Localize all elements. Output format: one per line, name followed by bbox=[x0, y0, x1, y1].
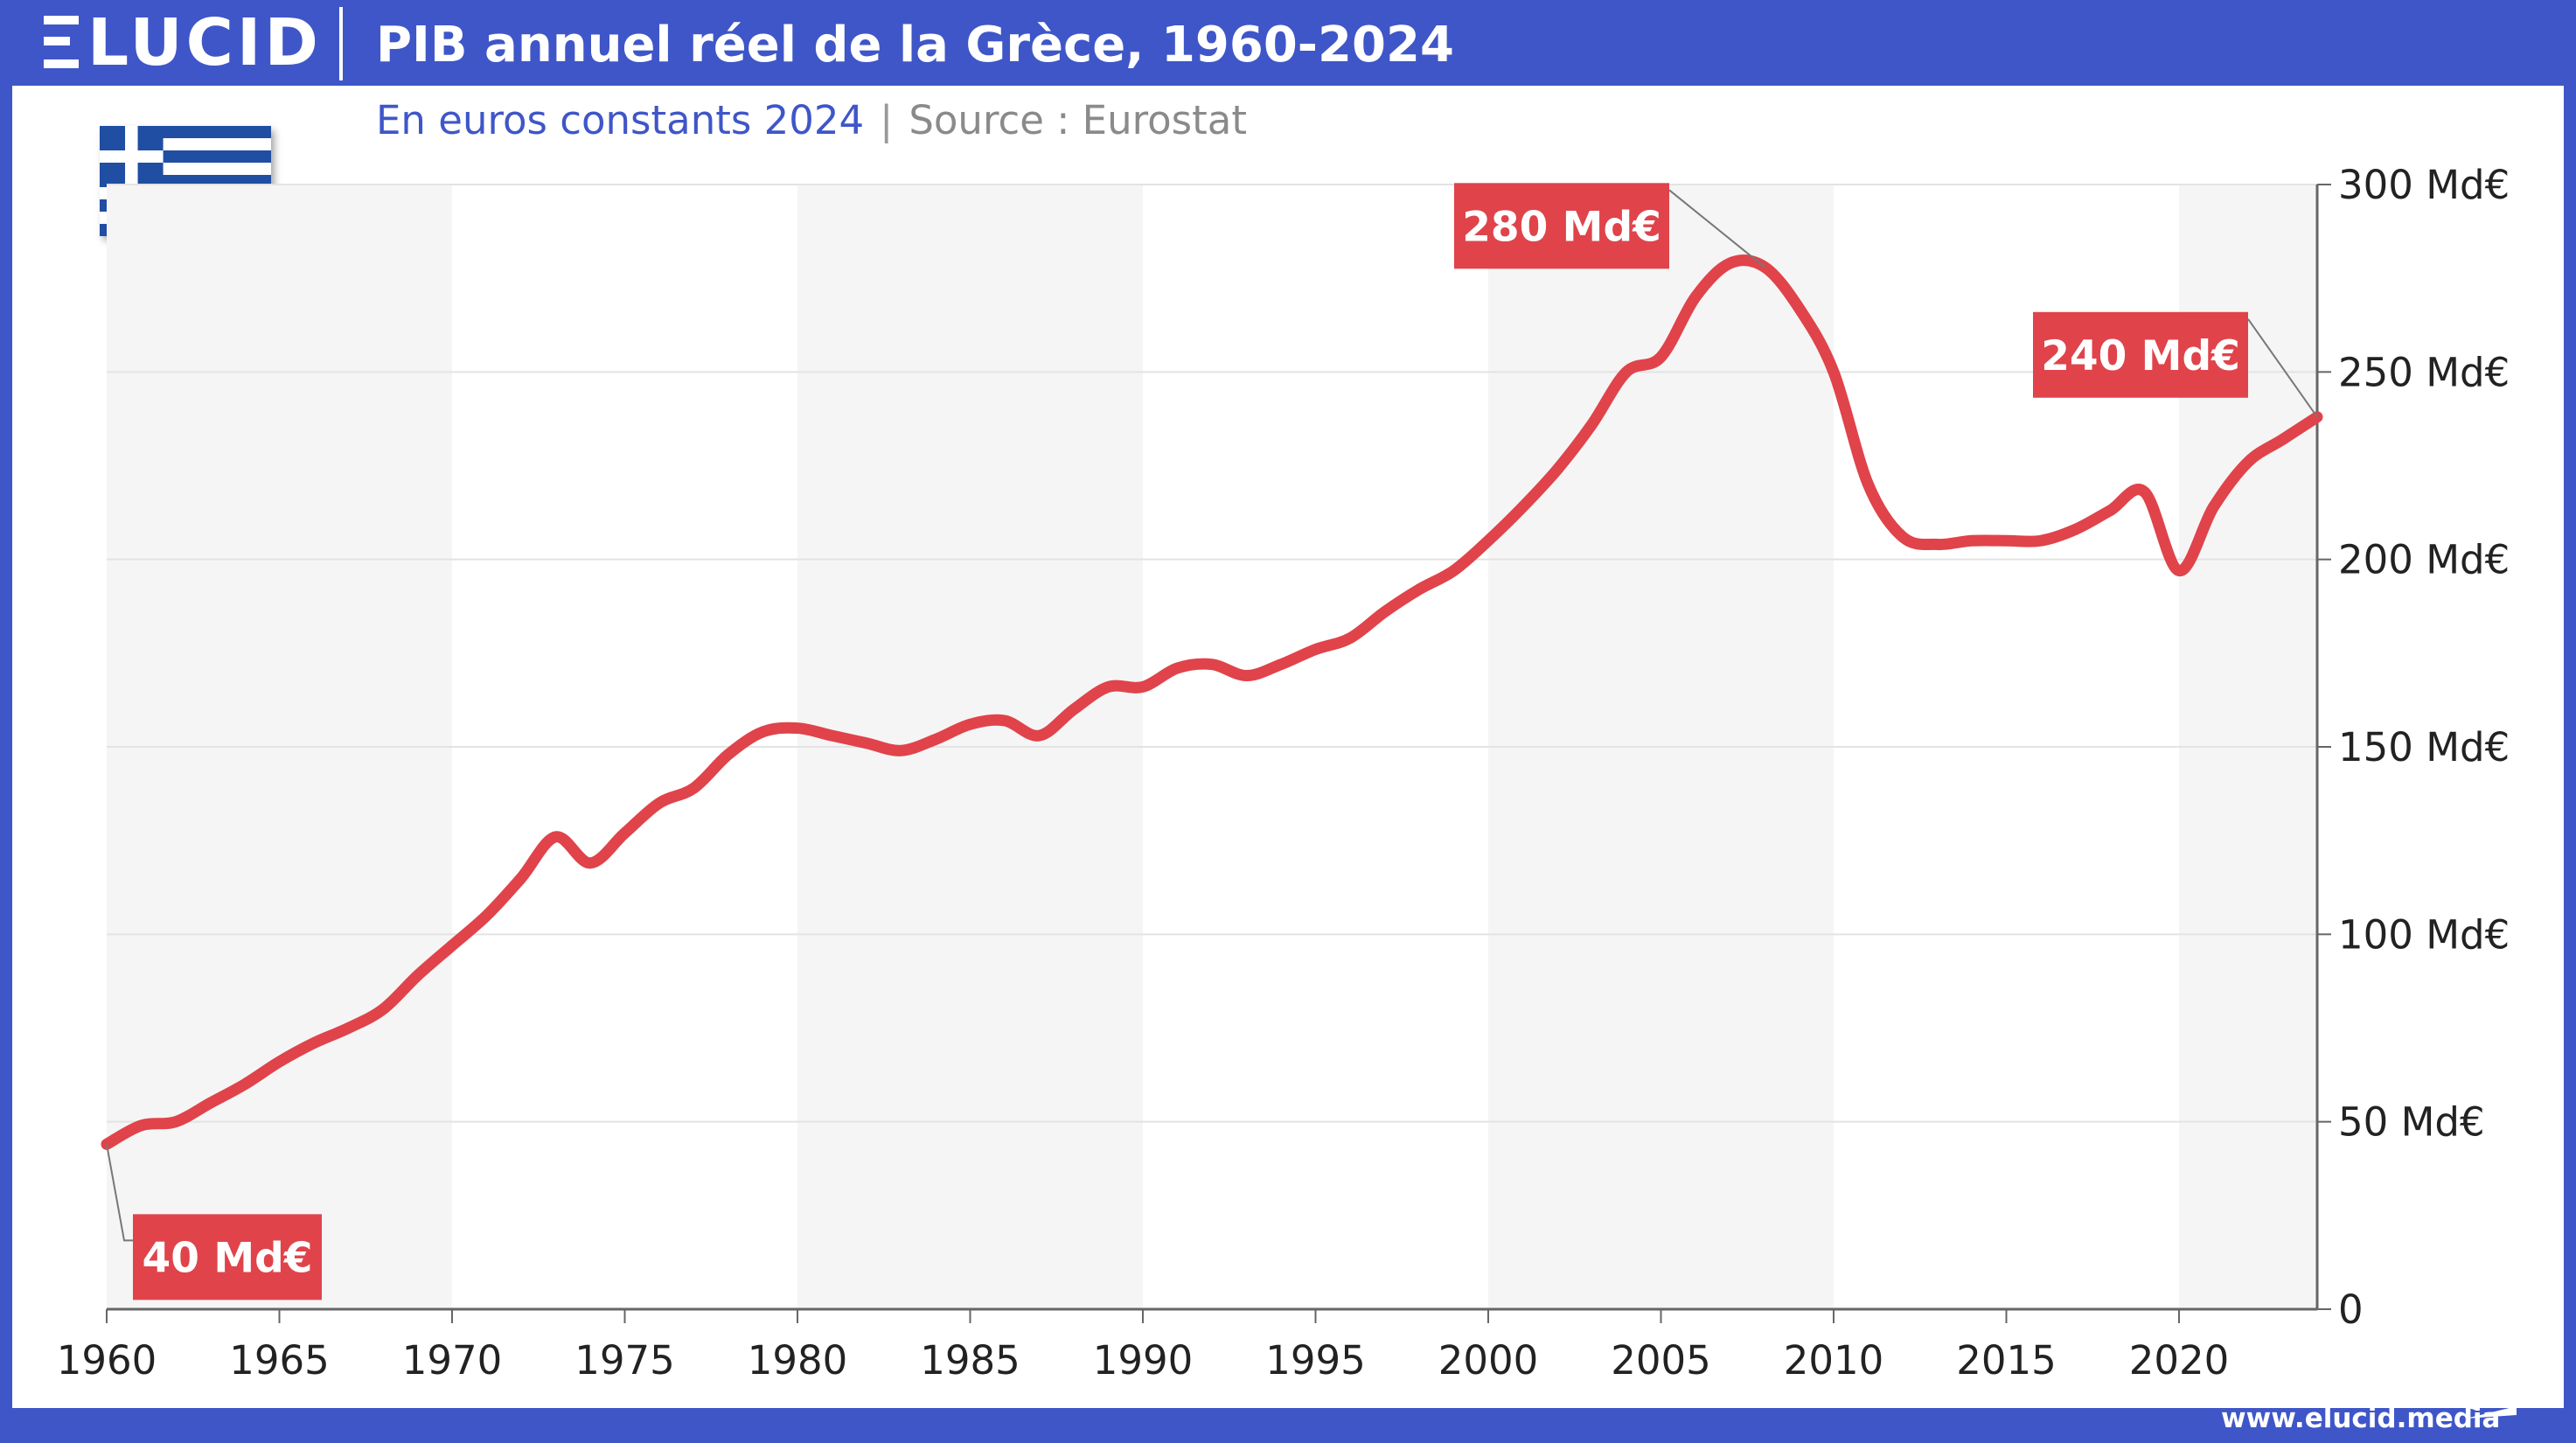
y-tick-label: 250 Md€ bbox=[2338, 349, 2510, 395]
x-tick-label: 1995 bbox=[1265, 1337, 1366, 1384]
callout-box bbox=[1454, 183, 1669, 269]
x-tick-label: 1985 bbox=[920, 1337, 1020, 1384]
x-tick-label: 1980 bbox=[748, 1337, 848, 1384]
callout-box bbox=[2033, 311, 2248, 398]
callout-label: 240 Md€ bbox=[2041, 332, 2240, 380]
chart-title: PIB annuel réel de la Grèce, 1960-2024 bbox=[376, 17, 1454, 73]
callout-label: 280 Md€ bbox=[1462, 203, 1661, 251]
gdp-series-line bbox=[101, 254, 2323, 1150]
x-tick-label: 1965 bbox=[229, 1337, 330, 1384]
x-tick-label: 2020 bbox=[2129, 1337, 2230, 1384]
x-tick-label: 2000 bbox=[1438, 1337, 1539, 1384]
callout-leader bbox=[106, 1144, 133, 1242]
header-divider bbox=[339, 7, 343, 80]
value-callout: 40 Md€ bbox=[106, 1144, 322, 1300]
header: LUCID PIB annuel réel de la Grèce, 1960-… bbox=[0, 0, 2576, 86]
value-callout: 280 Md€ bbox=[1454, 183, 1765, 269]
y-tick-label: 200 Md€ bbox=[2338, 537, 2510, 583]
subtitle-source: Source : Eurostat bbox=[909, 97, 1247, 143]
x-tick-label: 1970 bbox=[402, 1337, 503, 1384]
y-tick-label: 100 Md€ bbox=[2338, 911, 2510, 958]
x-tick-label: 2010 bbox=[1784, 1337, 1884, 1384]
callout-box bbox=[133, 1214, 322, 1300]
y-tick-label: 300 Md€ bbox=[2338, 162, 2510, 208]
callout-label: 40 Md€ bbox=[143, 1234, 313, 1282]
chart-subtitle: En euros constants 2024 | Source : Eurosta… bbox=[376, 93, 1247, 149]
value-callout: 240 Md€ bbox=[2033, 311, 2318, 418]
arrow-logo-icon bbox=[2462, 1387, 2517, 1419]
callout-leader bbox=[1668, 189, 1765, 268]
y-tick-label: 50 Md€ bbox=[2338, 1099, 2485, 1146]
x-tick-label: 2005 bbox=[1611, 1337, 1711, 1384]
x-tick-label: 1975 bbox=[574, 1337, 675, 1384]
x-tick-label: 2015 bbox=[1956, 1337, 2057, 1384]
x-tick-label: 1960 bbox=[57, 1337, 157, 1384]
logo-bars-icon bbox=[44, 16, 82, 70]
y-tick-label: 150 Md€ bbox=[2338, 724, 2510, 770]
footer-url[interactable]: www.elucid.media bbox=[2221, 1403, 2501, 1434]
callout-leader bbox=[2247, 318, 2318, 418]
y-tick-label: 0 bbox=[2338, 1286, 2364, 1333]
subtitle-unit: En euros constants 2024 bbox=[376, 97, 865, 143]
x-tick-label: 1990 bbox=[1093, 1337, 1194, 1384]
subtitle-separator: | bbox=[880, 97, 894, 143]
logo-text: LUCID bbox=[87, 5, 322, 80]
